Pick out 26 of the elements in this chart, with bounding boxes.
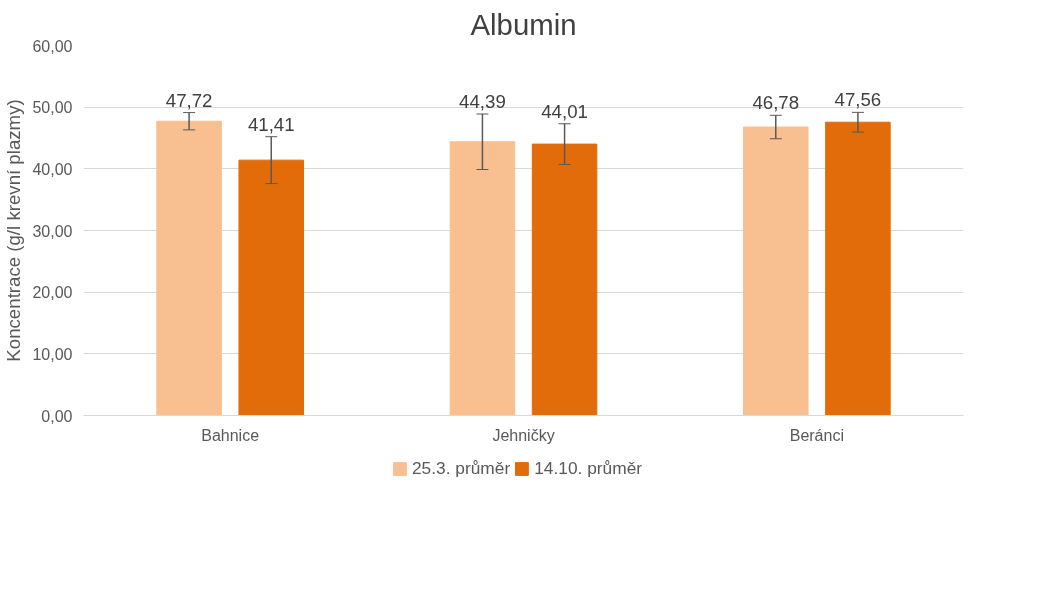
legend-label: 14.10. průměr (534, 457, 643, 479)
y-tick-label: 30,00 (32, 222, 73, 240)
data-label: 44,39 (459, 91, 506, 113)
data-label: 47,72 (165, 89, 213, 111)
y-tick-label: 50,00 (32, 99, 73, 117)
y-tick-label: 60,00 (32, 37, 73, 55)
x-tick-label: Beránci (789, 426, 844, 444)
bar (743, 126, 809, 416)
data-label: 46,78 (752, 92, 800, 114)
bar (531, 143, 598, 416)
x-tick-label: Bahnice (201, 426, 260, 444)
y-tick-label: 10,00 (32, 345, 73, 363)
x-tick-label: Jehničky (492, 426, 555, 444)
bar (449, 141, 516, 416)
data-label: 44,01 (541, 100, 588, 122)
legend-label: 25.3. průměr (411, 457, 511, 479)
y-tick-label: 0,00 (41, 407, 73, 425)
y-axis-title: Koncentrace (g/l krevní plazmy) (3, 99, 25, 362)
y-tick-label: 20,00 (32, 284, 73, 302)
bar (238, 159, 304, 416)
y-tick-label: 40,00 (32, 160, 73, 178)
data-label: 47,56 (834, 89, 882, 111)
chart-title: Albumin (470, 7, 577, 41)
data-label: 41,41 (247, 113, 295, 135)
bar (825, 121, 891, 416)
bar (156, 120, 222, 416)
